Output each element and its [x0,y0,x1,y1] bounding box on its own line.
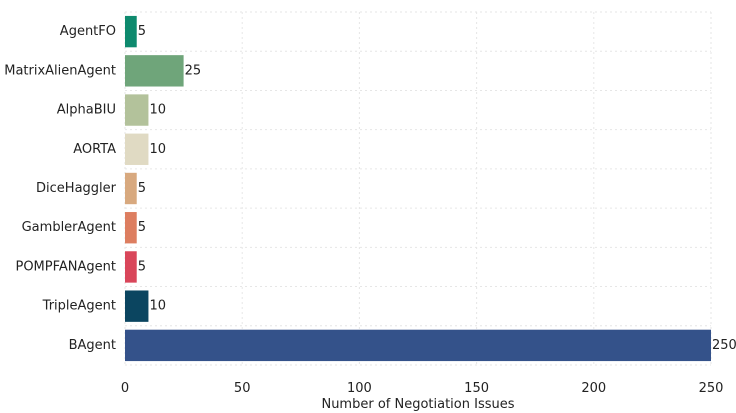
value-label: 10 [149,299,166,314]
bar [125,290,149,322]
category-label: TripleAgent [42,299,116,314]
value-label: 250 [712,338,736,353]
value-labels: 5 25 10 10 5 5 5 10 250 [138,24,736,353]
bar [125,172,137,205]
x-tick-label: 200 [581,381,606,396]
value-label: 5 [138,181,146,196]
category-label: BAgent [69,338,116,353]
bar [125,212,137,244]
category-label: AlphaBIU [57,103,116,118]
category-label: POMPFANAgent [15,259,116,274]
bar [125,329,711,362]
bar [125,55,184,87]
category-labels: AgentFO MatrixAlienAgent AlphaBIU AORTA Dice… [4,24,116,353]
category-label: AORTA [73,142,116,157]
x-tick-label: 100 [347,381,372,396]
grid [124,11,712,366]
value-label: 25 [185,63,202,78]
bar [125,251,137,283]
category-label: DiceHaggler [36,181,117,196]
x-tick-label: 150 [464,381,489,396]
x-tick-label: 0 [121,381,129,396]
value-label: 5 [138,24,146,39]
x-axis-ticks: 0 50 100 150 200 250 [121,381,724,396]
category-label: AgentFO [60,24,116,39]
value-label: 10 [149,103,166,118]
x-tick-label: 250 [699,381,724,396]
bar [125,94,149,126]
value-label: 10 [149,142,166,157]
value-label: 5 [138,259,146,274]
value-label: 5 [138,220,146,235]
bar [125,15,137,48]
bar [125,133,149,165]
category-label: MatrixAlienAgent [4,63,116,78]
category-label: GamblerAgent [22,220,116,235]
x-axis-title: Number of Negotiation Issues [321,397,514,412]
x-tick-label: 50 [234,381,251,396]
bars [125,15,711,362]
